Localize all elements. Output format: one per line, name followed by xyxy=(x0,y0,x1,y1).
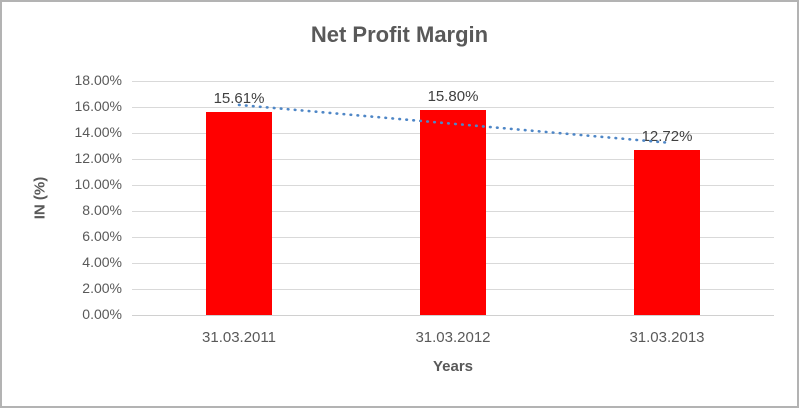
y-tick-label: 0.00% xyxy=(82,306,122,322)
y-tick-label: 4.00% xyxy=(82,254,122,270)
y-tick-label: 6.00% xyxy=(82,228,122,244)
y-tick-label: 8.00% xyxy=(82,202,122,218)
data-label: 15.61% xyxy=(213,90,265,108)
y-tick-label: 2.00% xyxy=(82,280,122,296)
data-label: 12.72% xyxy=(641,127,693,145)
x-axis-title: Years xyxy=(432,358,474,375)
bar-31.03.2012 xyxy=(420,109,486,315)
y-tick-label: 14.00% xyxy=(74,124,122,140)
bar-31.03.2011 xyxy=(206,112,272,315)
x-tick-label: 31.03.2013 xyxy=(629,329,705,346)
gridline xyxy=(132,80,774,82)
bar-31.03.2013 xyxy=(634,149,700,315)
y-tick-label: 16.00% xyxy=(74,98,122,114)
y-tick-label: 18.00% xyxy=(74,72,122,88)
data-label: 15.80% xyxy=(427,87,479,105)
y-tick-label: 10.00% xyxy=(74,176,122,192)
x-tick-label: 31.03.2011 xyxy=(202,329,276,346)
plot-area: 15.61% 15.80% 12.72% xyxy=(132,80,774,316)
y-tick-label: 12.00% xyxy=(74,150,122,166)
x-tick-label: 31.03.2012 xyxy=(415,329,491,346)
chart-title: Net Profit Margin xyxy=(310,22,489,47)
